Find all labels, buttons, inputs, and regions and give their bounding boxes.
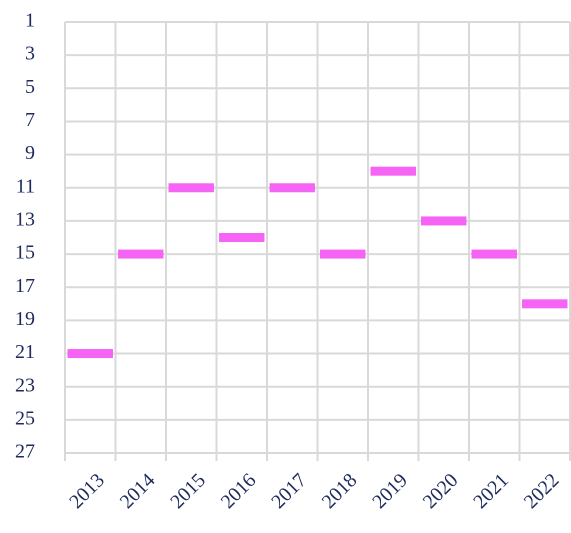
y-tick-label: 5: [25, 76, 35, 98]
y-tick-label: 27: [15, 441, 35, 463]
marker: [320, 249, 366, 259]
y-tick-label: 23: [15, 374, 35, 396]
x-tick-label: 2020: [419, 469, 463, 513]
x-tick-label: 2022: [520, 469, 564, 513]
y-tick-label: 7: [25, 109, 35, 131]
y-tick-label: 19: [15, 308, 35, 330]
marker: [118, 249, 164, 259]
y-tick-label: 11: [16, 175, 35, 197]
y-tick-label: 9: [25, 142, 35, 164]
marker: [168, 183, 214, 193]
x-tick-label: 2014: [116, 469, 160, 513]
x-tick-label: 2015: [166, 469, 210, 513]
marker: [522, 299, 568, 309]
x-tick-label: 2019: [368, 469, 412, 513]
marker: [471, 249, 517, 259]
marker: [421, 216, 467, 226]
y-tick-label: 17: [15, 275, 35, 297]
x-tick-label: 2016: [217, 469, 261, 513]
marker: [370, 166, 416, 176]
x-tick-label: 2013: [65, 469, 109, 513]
y-tick-label: 1: [25, 10, 35, 32]
marker: [269, 183, 315, 193]
marker: [67, 349, 113, 359]
x-tick-label: 2021: [469, 469, 513, 513]
y-tick-label: 13: [15, 209, 35, 231]
y-tick-label: 21: [15, 341, 35, 363]
x-tick-label: 2017: [267, 469, 311, 513]
y-tick-label: 3: [25, 43, 35, 65]
x-tick-label: 2018: [318, 469, 362, 513]
y-tick-label: 15: [15, 242, 35, 264]
marker: [219, 233, 265, 242]
y-tick-label: 25: [15, 407, 35, 429]
